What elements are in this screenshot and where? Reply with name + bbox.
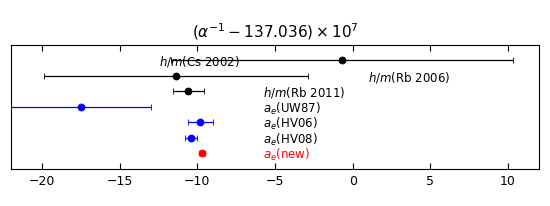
Text: $h/m$(Rb 2011): $h/m$(Rb 2011) — [262, 85, 345, 100]
Text: $h/m$(Rb 2006): $h/m$(Rb 2006) — [368, 69, 450, 84]
Text: $a_e$(new): $a_e$(new) — [262, 146, 310, 163]
Text: $a_e$(UW87): $a_e$(UW87) — [262, 100, 321, 116]
Text: $a_e$(HV08): $a_e$(HV08) — [262, 131, 317, 147]
Text: $a_e$(HV06): $a_e$(HV06) — [262, 116, 317, 132]
Title: $(\alpha^{-1} - 137.036) \times 10^7$: $(\alpha^{-1} - 137.036) \times 10^7$ — [191, 21, 359, 41]
Text: $h/m$(Cs 2002): $h/m$(Cs 2002) — [158, 54, 240, 69]
